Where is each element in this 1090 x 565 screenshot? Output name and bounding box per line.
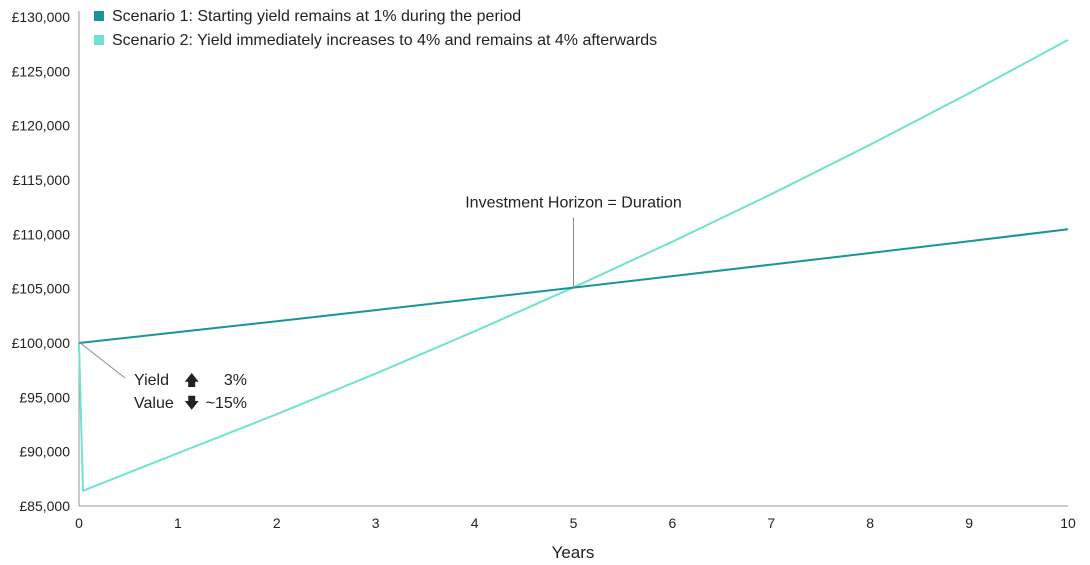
y-tick-label: £115,000 xyxy=(13,172,71,188)
x-tick-label: 5 xyxy=(570,515,578,531)
legend-label-scenario-2: Scenario 2: Yield immediately increases … xyxy=(112,32,657,49)
y-tick-label: £105,000 xyxy=(12,281,71,297)
x-tick-label: 0 xyxy=(75,515,83,531)
legend-label-scenario-1: Scenario 1: Starting yield remains at 1%… xyxy=(112,8,521,25)
x-tick-label: 10 xyxy=(1060,515,1076,531)
x-tick-label: 9 xyxy=(965,515,973,531)
legend-swatch-scenario-2 xyxy=(94,35,104,45)
legend: Scenario 1: Starting yield remains at 1%… xyxy=(94,8,657,49)
series-layer xyxy=(78,39,1069,492)
y-tick-label: £125,000 xyxy=(12,63,71,79)
y-tick-label: £85,000 xyxy=(19,498,70,514)
axes xyxy=(78,11,1068,507)
value-annotation-value: ~15% xyxy=(206,395,247,412)
x-tick-label: 7 xyxy=(767,515,775,531)
down-arrow-icon: 🡇 xyxy=(184,394,199,412)
yield-annotation-label: Yield xyxy=(134,372,169,389)
x-tick-label: 6 xyxy=(669,515,677,531)
y-tick-label: £95,000 xyxy=(19,389,70,405)
y-tick-label: £110,000 xyxy=(13,226,71,242)
horizon-annotation: Investment Horizon = Duration xyxy=(465,194,682,211)
series-line-scenario-1 xyxy=(78,228,1069,344)
legend-swatch-scenario-1 xyxy=(94,11,104,21)
x-tick-label: 2 xyxy=(273,515,281,531)
y-tick-label: £90,000 xyxy=(19,444,70,460)
x-tick-label: 3 xyxy=(372,515,380,531)
up-arrow-icon: 🡅 xyxy=(184,371,199,389)
x-tick-label: 1 xyxy=(174,515,182,531)
value-annotation-label: Value xyxy=(134,395,174,412)
x-tick-label: 8 xyxy=(866,515,874,531)
y-tick-label: £120,000 xyxy=(12,118,71,134)
y-tick-label: £100,000 xyxy=(12,335,71,351)
x-tick-label: 4 xyxy=(471,515,479,531)
yield-value-leader-line xyxy=(78,341,126,379)
series-line-scenario-2 xyxy=(78,39,1069,492)
y-axis-ticks: £85,000 £90,000 £95,000 £100,000 £105,000 £11… xyxy=(12,9,71,514)
x-axis-title: Years xyxy=(552,543,595,562)
x-axis-ticks: 0 1 2 3 4 5 6 7 8 9 10 xyxy=(75,515,1076,531)
annotation-layer: Investment Horizon = Duration Yield 🡅 3%… xyxy=(78,194,682,412)
yield-annotation-value: 3% xyxy=(224,372,247,389)
y-tick-label: £130,000 xyxy=(12,9,71,25)
